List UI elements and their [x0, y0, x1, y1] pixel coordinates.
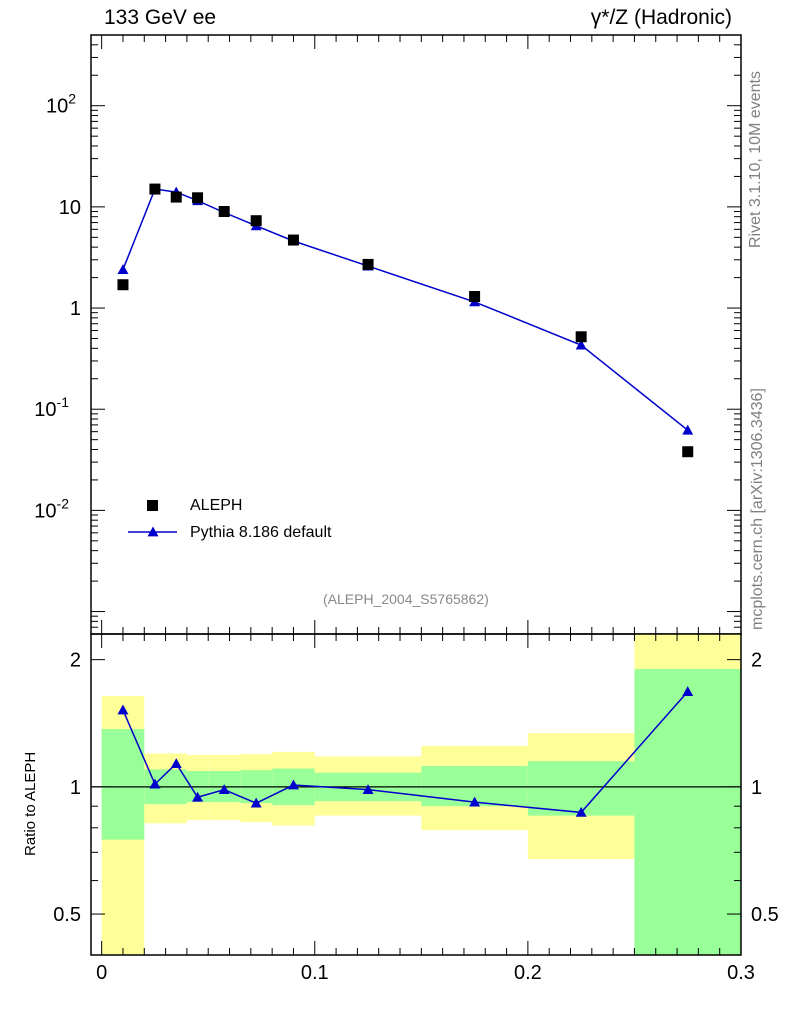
aleph-point — [250, 215, 262, 227]
ratio-pythia-point — [218, 784, 230, 795]
ratio-y-tick-label-left: 0.5 — [53, 904, 81, 926]
pythia-point — [117, 264, 129, 274]
pythia-point — [682, 424, 694, 435]
aleph-point — [218, 206, 230, 218]
process-label: γ*/Z (Hadronic) — [590, 6, 732, 29]
ratio-y-tick-label-right: 1 — [751, 777, 762, 799]
ratio-band-inner-0 — [101, 729, 145, 840]
main-plot-frame — [90, 34, 742, 635]
x-tick-label: 0.3 — [727, 962, 755, 984]
ratio-pythia-point — [170, 758, 182, 769]
ratio-pythia-point — [575, 806, 587, 817]
ratio-plot-frame — [90, 633, 742, 956]
legend-label-pythia: Pythia 8.186 default — [190, 524, 332, 541]
legend-label-aleph: ALEPH — [190, 497, 243, 514]
rivet-version-label: Rivet 3.1.10, 10M events — [747, 71, 764, 248]
y-tick-label: 102 — [46, 91, 76, 118]
mcplots-reference-label: mcplots.cern.ch [arXiv:1306.3436] — [749, 388, 766, 630]
x-tick-label: 0.1 — [301, 962, 329, 984]
aleph-point — [149, 183, 161, 195]
y-tick-label: 10 — [59, 197, 81, 219]
ratio-pythia-point — [149, 778, 161, 789]
legend-marker-aleph — [147, 500, 158, 511]
aleph-point — [362, 258, 374, 270]
ratio-axis-label: Ratio to ALEPH — [22, 751, 39, 856]
ratio-pythia-point — [287, 779, 299, 790]
ratio-plot-panel: 0 0.1 0.2 0.3 0.5 0.5 1 1 2 2 — [53, 633, 779, 984]
aleph-point — [287, 234, 299, 246]
aleph-point — [682, 446, 694, 458]
ratio-y-tick-label-right: 0.5 — [751, 904, 779, 926]
y-tick-label: 10-2 — [34, 495, 69, 522]
pythia-point — [575, 339, 587, 350]
ratio-band-inner-10 — [634, 669, 741, 955]
main-plot-panel: 10-2 10-1 1 10 102 — [34, 34, 742, 635]
ratio-y-tick-label-left: 2 — [70, 650, 81, 672]
ratio-pythia-point — [469, 796, 481, 807]
ratio-y-tick-label-right: 2 — [751, 650, 762, 672]
ratio-pythia-point — [362, 784, 374, 795]
aleph-point — [170, 191, 182, 203]
x-tick-label: 0 — [96, 962, 107, 984]
ratio-band-inner-9 — [527, 761, 635, 816]
ratio-pythia-point — [117, 704, 129, 715]
analysis-reference-label: (ALEPH_2004_S5765862) — [323, 591, 489, 607]
y-tick-label: 1 — [70, 298, 81, 320]
ratio-y-tick-label-left: 1 — [70, 777, 81, 799]
aleph-point — [469, 291, 481, 303]
x-tick-label: 0.2 — [514, 962, 542, 984]
pythia-line — [122, 188, 689, 431]
legend-marker-pythia — [147, 526, 159, 537]
energy-label: 133 GeV ee — [104, 6, 217, 29]
aleph-point — [575, 331, 587, 343]
ratio-pythia-point — [250, 797, 262, 808]
aleph-point — [117, 279, 129, 291]
ratio-pythia-point — [682, 686, 694, 697]
aleph-point — [192, 192, 204, 204]
y-tick-label: 10-1 — [34, 394, 69, 421]
ratio-pythia-point — [192, 791, 204, 802]
